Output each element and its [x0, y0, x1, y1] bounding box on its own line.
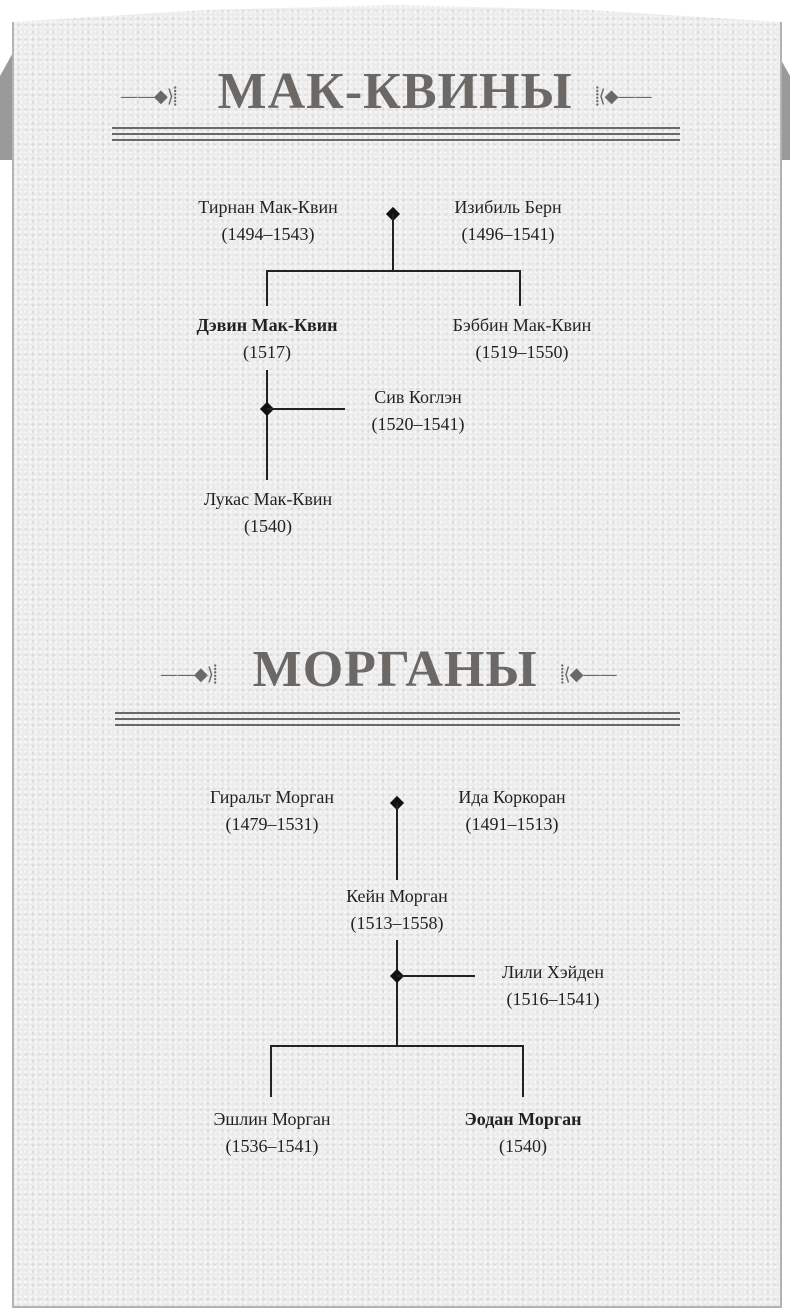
person-name: Дэвин Мак-Квин	[196, 315, 338, 335]
person-dates: (1491–1513)	[465, 814, 559, 834]
person-dates: (1519–1550)	[475, 342, 569, 362]
person-dates: (1517)	[243, 342, 291, 362]
connector-line	[519, 270, 521, 306]
person-name: Бэббин Мак-Квин	[452, 315, 592, 335]
person-eodan: Эодан Морган (1540)	[403, 1106, 643, 1160]
person-eshlin: Эшлин Морган (1536–1541)	[152, 1106, 392, 1160]
ornament-right-icon: ⸽⟨◆——	[595, 86, 652, 107]
connector-line	[397, 975, 475, 977]
person-dates: (1540)	[244, 516, 292, 536]
person-name: Лукас Мак-Квин	[203, 489, 333, 509]
ornament-left-icon: ——◆⟩⸽	[160, 664, 217, 685]
connector-line	[396, 803, 398, 880]
person-dates: (1494–1543)	[221, 224, 315, 244]
title-rule	[112, 127, 680, 141]
connector-line	[266, 270, 521, 272]
connector-line	[266, 270, 268, 306]
person-dates: (1536–1541)	[225, 1136, 319, 1156]
person-ida: Ида Коркоран (1491–1513)	[392, 784, 632, 838]
connector-line	[392, 214, 394, 271]
person-dates: (1520–1541)	[371, 414, 465, 434]
connector-line	[270, 1045, 272, 1097]
scroll-paper	[12, 5, 782, 1308]
person-dates: (1540)	[499, 1136, 547, 1156]
person-babbin: Бэббин Мак-Квин (1519–1550)	[402, 312, 642, 366]
person-name: Кейн Морган	[346, 886, 448, 906]
person-izibil: Изибиль Берн (1496–1541)	[388, 194, 628, 248]
connector-line	[522, 1045, 524, 1097]
person-name: Лили Хэйден	[501, 962, 605, 982]
person-name: Ида Коркоран	[458, 787, 566, 807]
person-dates: (1516–1541)	[506, 989, 600, 1009]
person-siv: Сив Коглэн (1520–1541)	[298, 384, 538, 438]
ornament-left-icon: ——◆⟩⸽	[120, 86, 177, 107]
connector-line	[267, 408, 345, 410]
person-name: Гиральт Морган	[210, 787, 334, 807]
person-lili: Лили Хэйден (1516–1541)	[433, 959, 673, 1013]
person-kein: Кейн Морган (1513–1558)	[277, 883, 517, 937]
person-tirnan: Тирнан Мак-Квин (1494–1543)	[148, 194, 388, 248]
section-title-mcqueen: МАК-КВИНЫ	[217, 63, 573, 120]
title-rule	[115, 712, 680, 726]
person-devin: Дэвин Мак-Квин (1517)	[147, 312, 387, 366]
person-dates: (1479–1531)	[225, 814, 319, 834]
person-lukas: Лукас Мак-Квин (1540)	[148, 486, 388, 540]
person-giralt: Гиральт Морган (1479–1531)	[152, 784, 392, 838]
person-dates: (1513–1558)	[350, 913, 444, 933]
section-title-morgan: МОРГАНЫ	[252, 641, 538, 698]
connector-line	[270, 1045, 524, 1047]
connector-line	[396, 940, 398, 1046]
person-name: Изибиль Берн	[454, 197, 562, 217]
person-name: Эшлин Морган	[213, 1109, 331, 1129]
person-name: Сив Коглэн	[374, 387, 462, 407]
connector-line	[266, 370, 268, 480]
person-dates: (1496–1541)	[461, 224, 555, 244]
person-name: Тирнан Мак-Квин	[198, 197, 338, 217]
person-name: Эодан Морган	[464, 1109, 582, 1129]
ornament-right-icon: ⸽⟨◆——	[560, 664, 617, 685]
